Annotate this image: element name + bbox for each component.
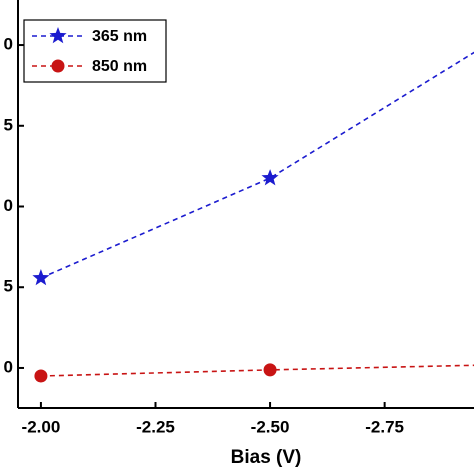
y-tick-label: 5 [4,277,13,296]
y-tick-label: 0 [4,196,13,215]
marker [263,363,277,377]
y-tick-label: 0 [4,35,13,54]
axes [17,0,474,409]
marker [261,169,279,186]
x-tick-label: -2.75 [365,417,404,436]
legend-label: 365 nm [92,28,147,45]
x-tick-label: -2.25 [136,417,175,436]
marker [34,369,48,383]
x-axis-label: Bias (V) [231,447,302,468]
series-line [40,51,474,279]
x-tick-label: -2.50 [251,417,290,436]
y-tick-label: 5 [4,115,13,134]
marker [49,27,67,44]
legend-label: 850 nm [92,58,147,75]
legend: 365 nm 850 nm [23,19,167,83]
marker [51,59,65,73]
series-line [40,364,474,377]
plot-area [32,51,474,383]
marker [32,269,50,286]
y-tick-label: 0 [4,357,13,376]
x-tick-label: -2.00 [22,417,61,436]
legend-box [23,19,167,83]
